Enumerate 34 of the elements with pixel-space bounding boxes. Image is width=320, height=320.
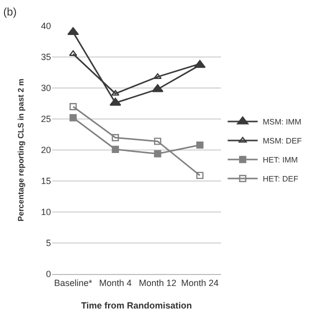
- point: [67, 27, 79, 36]
- point: [154, 150, 162, 158]
- legend-label: MSM: IMM: [262, 118, 302, 127]
- y-tick-label: 40: [40, 21, 51, 32]
- point: [69, 50, 78, 56]
- y-tick-label: 5: [46, 238, 51, 248]
- point: [154, 138, 162, 145]
- point: [152, 84, 164, 92]
- y-tick-label: 15: [40, 176, 51, 186]
- y-tick-label: 0: [46, 269, 51, 280]
- point: [112, 134, 119, 142]
- y-tick-label: 30: [40, 83, 51, 94]
- point: [112, 146, 119, 153]
- point: [111, 90, 120, 96]
- legend-label: MSM: DEF: [262, 136, 302, 146]
- x-tick-label: Baseline*: [54, 278, 93, 288]
- point: [70, 103, 77, 110]
- point: [196, 172, 204, 180]
- legend-label: HET: DEF: [262, 174, 298, 184]
- x-tick-label: Month 4: [99, 278, 132, 288]
- chart-title: (b): [3, 6, 17, 19]
- point: [110, 98, 122, 106]
- y-tick-label: 25: [40, 114, 51, 124]
- y-axis-title: Percentage reporting CLS in past 2 m: [16, 78, 26, 222]
- x-tick-label: Month 24: [181, 278, 219, 288]
- x-axis-title: Time from Randomisation: [81, 300, 192, 311]
- point: [154, 73, 162, 79]
- point: [196, 141, 204, 149]
- y-tick-label: 35: [40, 52, 51, 62]
- y-tick-label: 20: [40, 145, 51, 156]
- y-tick-label: 10: [40, 207, 51, 218]
- x-tick-label: Month 12: [138, 278, 176, 288]
- point: [70, 114, 77, 122]
- legend-label: HET: IMM: [262, 156, 298, 165]
